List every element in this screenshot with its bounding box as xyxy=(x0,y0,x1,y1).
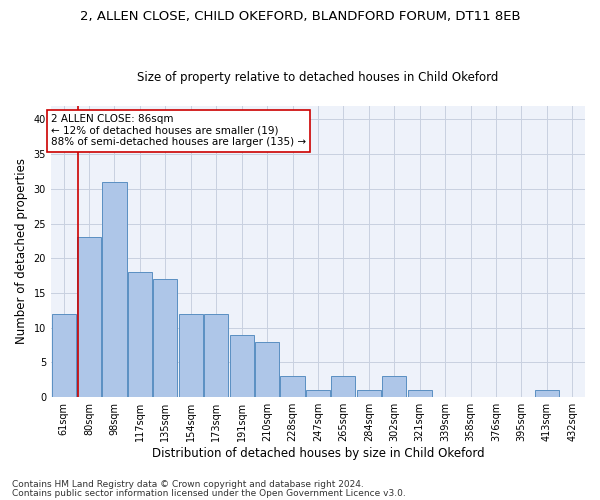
Bar xyxy=(357,390,381,397)
X-axis label: Distribution of detached houses by size in Child Okeford: Distribution of detached houses by size … xyxy=(152,447,484,460)
Bar xyxy=(77,238,101,397)
Bar xyxy=(128,272,152,397)
Bar xyxy=(230,334,254,397)
Bar xyxy=(52,314,76,397)
Text: 2 ALLEN CLOSE: 86sqm
← 12% of detached houses are smaller (19)
88% of semi-detac: 2 ALLEN CLOSE: 86sqm ← 12% of detached h… xyxy=(51,114,306,148)
Bar xyxy=(382,376,406,397)
Bar xyxy=(407,390,432,397)
Bar xyxy=(280,376,305,397)
Bar xyxy=(153,279,178,397)
Bar xyxy=(179,314,203,397)
Text: Contains HM Land Registry data © Crown copyright and database right 2024.: Contains HM Land Registry data © Crown c… xyxy=(12,480,364,489)
Bar xyxy=(306,390,330,397)
Y-axis label: Number of detached properties: Number of detached properties xyxy=(15,158,28,344)
Bar xyxy=(103,182,127,397)
Bar xyxy=(535,390,559,397)
Bar xyxy=(255,342,279,397)
Bar xyxy=(204,314,229,397)
Bar xyxy=(331,376,355,397)
Text: Contains public sector information licensed under the Open Government Licence v3: Contains public sector information licen… xyxy=(12,489,406,498)
Text: 2, ALLEN CLOSE, CHILD OKEFORD, BLANDFORD FORUM, DT11 8EB: 2, ALLEN CLOSE, CHILD OKEFORD, BLANDFORD… xyxy=(80,10,520,23)
Title: Size of property relative to detached houses in Child Okeford: Size of property relative to detached ho… xyxy=(137,70,499,84)
